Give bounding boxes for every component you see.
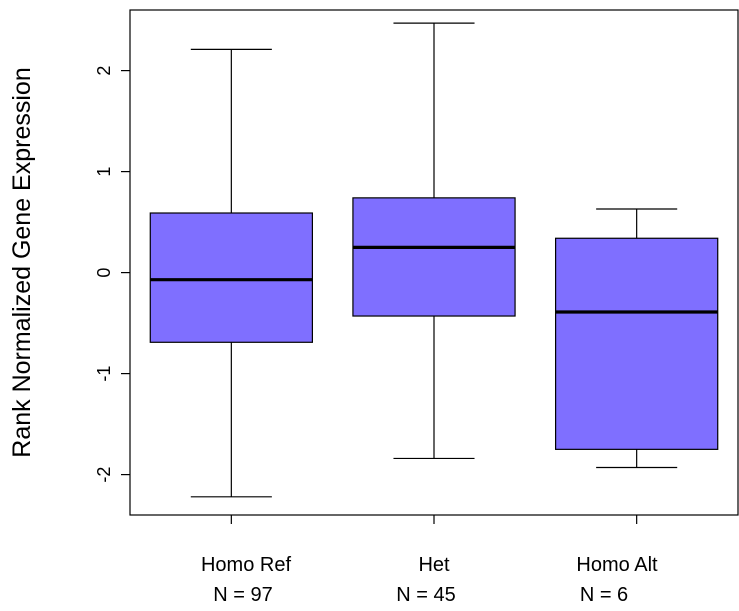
y-tick-label: -1 bbox=[94, 366, 114, 382]
x-count-label: N = 97 bbox=[213, 584, 272, 606]
box-iqr bbox=[554, 237, 719, 450]
x-category-label: Homo Alt bbox=[576, 554, 658, 576]
y-tick-label: -2 bbox=[94, 467, 114, 483]
box-iqr bbox=[149, 212, 313, 343]
x-category-label: Homo Ref bbox=[201, 554, 291, 576]
y-tick-label: 1 bbox=[94, 167, 114, 177]
x-count-label: N = 6 bbox=[580, 584, 628, 606]
y-tick-label: 2 bbox=[94, 66, 114, 76]
x-count-label: N = 45 bbox=[396, 584, 455, 606]
y-axis-title: Rank Normalized Gene Expression bbox=[8, 67, 36, 457]
box-iqr bbox=[352, 197, 516, 317]
y-tick-label: 0 bbox=[94, 268, 114, 278]
x-category-label: Het bbox=[418, 554, 450, 576]
